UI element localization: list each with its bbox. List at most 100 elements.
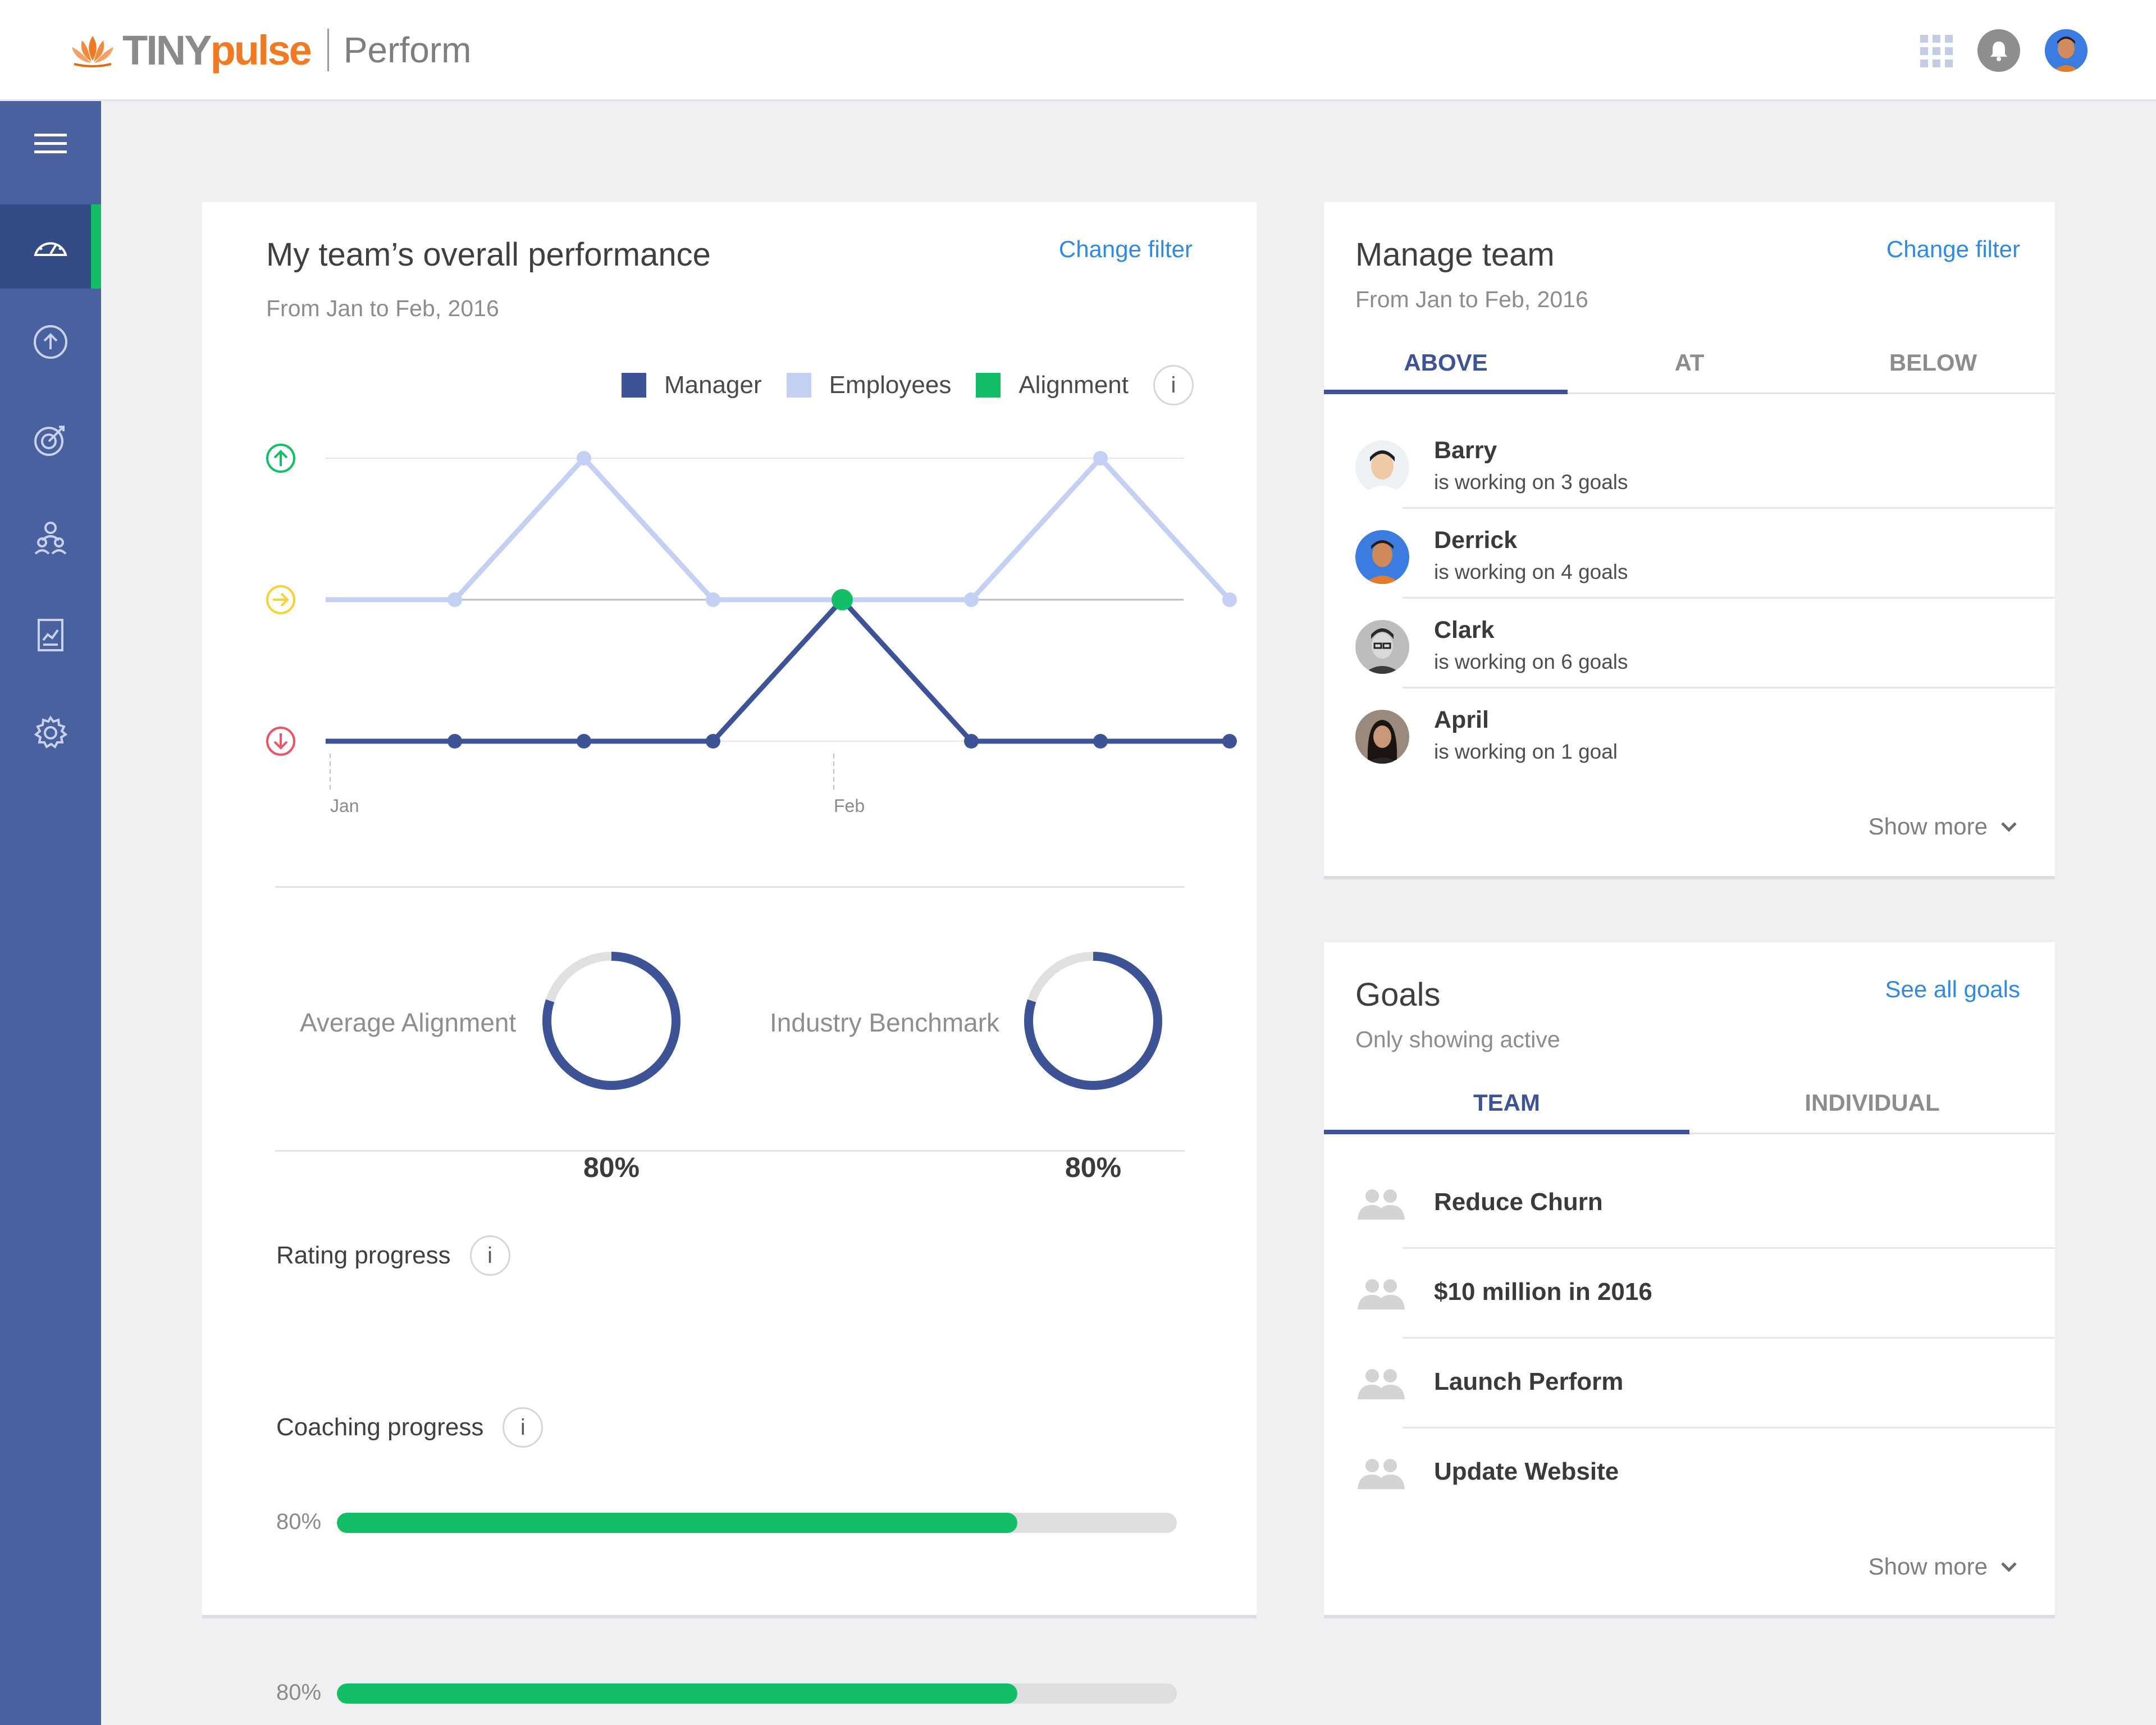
goal-item[interactable]: Reduce Churn — [1324, 1159, 2055, 1249]
section-divider — [275, 886, 1185, 888]
series-point-employees — [577, 451, 591, 466]
goals-show-more-button[interactable]: Show more — [1869, 1553, 2020, 1580]
average-alignment-value: 80% — [583, 1152, 640, 1183]
member-goal-count: is working on 3 goals — [1434, 471, 1628, 494]
goals-tabs: TEAM INDIVIDUAL — [1324, 1073, 2055, 1134]
team-member-row[interactable]: Derrick is working on 4 goals — [1324, 509, 2055, 599]
see-all-goals-link[interactable]: See all goals — [1885, 976, 2021, 1002]
coaching-progress-bar — [337, 1683, 1177, 1704]
member-name: April — [1434, 706, 1489, 733]
member-goal-count: is working on 1 goal — [1434, 740, 1618, 763]
rating-progress-fill — [337, 1513, 1017, 1533]
coaching-progress-label: Coaching progress — [276, 1413, 484, 1441]
goal-item[interactable]: Update Website — [1324, 1429, 2055, 1518]
team-goal-icon — [1358, 1279, 1405, 1309]
member-avatar-clark — [1355, 620, 1409, 674]
team-show-more-button[interactable]: Show more — [1869, 813, 2020, 840]
legend-label-alignment: Alignment — [1018, 371, 1129, 399]
series-point-employees — [1222, 592, 1237, 607]
team-member-row[interactable]: April is working on 1 goal — [1324, 688, 2055, 778]
member-name: Derrick — [1434, 527, 1518, 554]
performance-change-filter-link[interactable]: Change filter — [1058, 236, 1193, 262]
member-name: Barry — [1434, 437, 1497, 464]
chevron-down-icon — [2001, 1562, 2017, 1572]
settings-icon — [34, 715, 68, 749]
rating-progress-bar — [337, 1513, 1177, 1533]
sidebar-item-dashboard[interactable] — [0, 204, 101, 289]
hamburger-menu-icon — [34, 134, 67, 153]
series-point-manager — [706, 734, 720, 749]
series-point-employees — [964, 592, 979, 607]
manage-team-date-range: From Jan to Feb, 2016 — [1355, 286, 1588, 312]
goal-name: Launch Perform — [1434, 1368, 1624, 1395]
coaching-progress-header: Coaching progress i — [276, 1407, 543, 1448]
legend-swatch-alignment — [976, 373, 1001, 398]
team-tabs: ABOVE AT BELOW — [1324, 332, 2055, 394]
team-member-row[interactable]: Barry is working on 3 goals — [1324, 419, 2055, 509]
sidebar-item-team[interactable] — [0, 495, 101, 579]
notification-bell-icon[interactable] — [1977, 29, 2020, 72]
brand-divider — [327, 29, 329, 71]
industry-benchmark-label: Industry Benchmark — [770, 1008, 1000, 1037]
sidebar-item-reports[interactable] — [0, 593, 101, 677]
goals-card: Goals Only showing active See all goals … — [1324, 942, 2055, 1618]
tab-at[interactable]: AT — [1674, 349, 1705, 376]
legend-swatch-employees — [786, 373, 811, 398]
manage-team-card: Manage team From Jan to Feb, 2016 Change… — [1324, 202, 2055, 879]
industry-benchmark-value: 80% — [1065, 1152, 1122, 1183]
tab-individual[interactable]: INDIVIDUAL — [1805, 1089, 1940, 1116]
apps-grid-icon[interactable] — [1920, 35, 1953, 67]
team-goal-icon — [1358, 1459, 1405, 1489]
tab-above[interactable]: ABOVE — [1324, 332, 1568, 394]
series-point-manager — [1093, 734, 1108, 749]
rating-progress-header: Rating progress i — [276, 1235, 510, 1276]
industry-benchmark-ring: 80% — [1021, 949, 1165, 1183]
sidebar-item-goals[interactable] — [0, 398, 101, 482]
legend-label-employees: Employees — [829, 371, 952, 399]
chart-legend: Manager Employees Alignment i — [621, 365, 1194, 405]
rating-progress-info-button[interactable]: i — [469, 1235, 510, 1276]
manage-team-change-filter-link[interactable]: Change filter — [1886, 236, 2020, 262]
goals-show-more-label: Show more — [1868, 1553, 1988, 1580]
user-avatar[interactable] — [2045, 29, 2088, 72]
goal-name: Update Website — [1434, 1458, 1619, 1485]
goals-target-icon — [34, 426, 65, 456]
upload-icon — [34, 325, 67, 359]
sidebar-item-settings[interactable] — [0, 691, 101, 775]
legend-swatch-manager — [621, 373, 646, 398]
chart-info-button[interactable]: i — [1153, 365, 1194, 405]
brand-logo[interactable]: TINY pulse Perform — [66, 25, 471, 75]
report-icon — [38, 619, 63, 651]
goals-filter-note: Only showing active — [1355, 1026, 1560, 1052]
tab-team[interactable]: TEAM — [1324, 1073, 1689, 1134]
goal-item[interactable]: $10 million in 2016 — [1324, 1249, 2055, 1339]
menu-toggle[interactable] — [0, 101, 101, 185]
legend-label-manager: Manager — [664, 371, 762, 399]
rating-progress-percent: 80% — [276, 1509, 322, 1534]
team-goal-icon — [1358, 1189, 1405, 1220]
chevron-down-icon — [2001, 822, 2017, 832]
team-member-row[interactable]: Clark is working on 6 goals — [1324, 599, 2055, 688]
coaching-progress-fill — [337, 1683, 1017, 1704]
series-point-employees — [447, 592, 462, 607]
sidebar-item-upload[interactable] — [0, 300, 101, 384]
rating-progress-label: Rating progress — [276, 1242, 451, 1269]
team-performance-card: My team’s overall performance From Jan t… — [202, 202, 1257, 1705]
tab-below[interactable]: BELOW — [1889, 349, 1977, 376]
performance-title: My team’s overall performance — [266, 236, 711, 273]
member-name: Clark — [1434, 617, 1495, 644]
coaching-progress-info-button[interactable]: i — [503, 1407, 543, 1448]
goal-item[interactable]: Launch Perform — [1324, 1339, 2055, 1429]
dashboard-icon — [34, 242, 67, 256]
sidebar — [0, 101, 101, 1725]
member-avatar-derrick — [1355, 530, 1409, 584]
top-bar: TINY pulse Perform — [0, 0, 2156, 101]
member-goal-count: is working on 4 goals — [1434, 560, 1628, 583]
x-tick-label: Feb — [834, 796, 865, 816]
member-avatar-barry — [1355, 440, 1409, 494]
section-divider — [275, 1150, 1185, 1152]
manage-team-title: Manage team — [1355, 236, 1555, 273]
performance-date-range: From Jan to Feb, 2016 — [266, 295, 499, 321]
member-goal-count: is working on 6 goals — [1434, 650, 1628, 673]
at-level-icon — [266, 585, 295, 614]
